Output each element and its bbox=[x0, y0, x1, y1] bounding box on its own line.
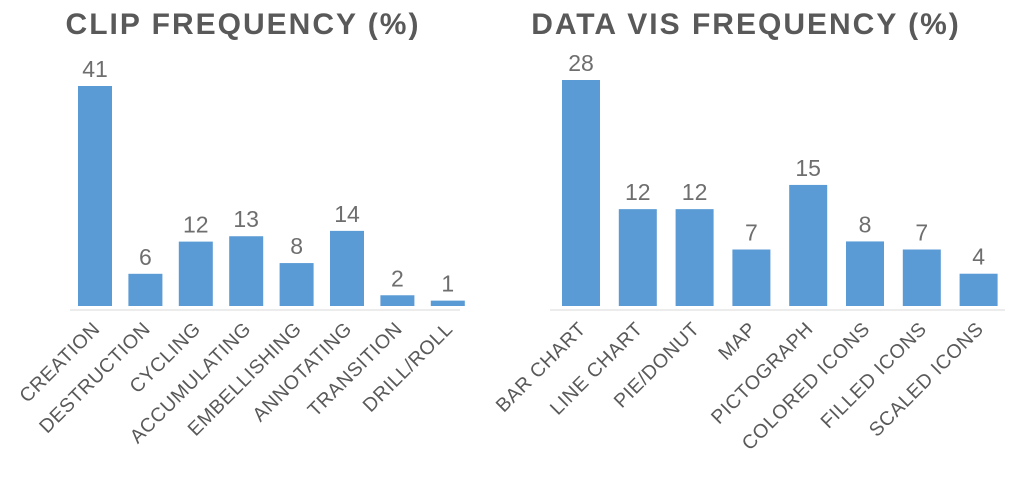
value-label: 12 bbox=[625, 179, 651, 205]
value-label: 14 bbox=[334, 201, 360, 227]
bars-group bbox=[78, 86, 465, 306]
value-label: 15 bbox=[795, 155, 821, 181]
data-vis-frequency-chart: DATA VIS FREQUENCY (%) 28 12 12 7 15 8 7 4 BAR … bbox=[492, 8, 1005, 455]
bar-bar-chart bbox=[562, 80, 600, 306]
value-label: 1 bbox=[441, 271, 454, 297]
value-label: 8 bbox=[859, 211, 872, 237]
category-label: PICTOGRAPH bbox=[707, 318, 818, 429]
value-labels-group: 41 6 12 13 8 14 2 1 bbox=[82, 56, 454, 297]
bar-map bbox=[732, 249, 771, 306]
bar-destruction bbox=[128, 273, 163, 306]
clip-frequency-chart: CLIP FREQUENCY (%) 41 6 12 13 8 14 2 1 CREATION… bbox=[15, 8, 465, 448]
value-label: 6 bbox=[139, 244, 152, 270]
bar-drill-roll bbox=[430, 300, 465, 306]
bar-cycling bbox=[178, 241, 213, 306]
bar-annotating bbox=[330, 230, 364, 306]
bar-pie-donut bbox=[675, 209, 714, 306]
value-label: 7 bbox=[745, 220, 758, 246]
value-label: 8 bbox=[290, 233, 303, 259]
bar-filled-icons bbox=[902, 249, 941, 306]
bar-pictograph bbox=[789, 184, 828, 306]
chart-title: DATA VIS FREQUENCY (%) bbox=[531, 8, 961, 41]
category-label: DRILL/ROLL bbox=[359, 318, 458, 417]
bar-creation bbox=[78, 86, 112, 306]
chart-title: CLIP FREQUENCY (%) bbox=[66, 8, 421, 41]
category-labels-group: CREATIONDESTRUCTIONCYCLINGACCUMULATINGEM… bbox=[15, 318, 457, 448]
category-label: MAP bbox=[714, 318, 761, 365]
value-label: 41 bbox=[82, 56, 108, 82]
value-label: 13 bbox=[233, 206, 259, 232]
value-label: 2 bbox=[391, 265, 404, 291]
value-label: 28 bbox=[568, 50, 594, 76]
value-label: 12 bbox=[682, 179, 708, 205]
value-label: 7 bbox=[915, 220, 928, 246]
value-labels-group: 28 12 12 7 15 8 7 4 bbox=[568, 50, 985, 270]
bar-scaled-icons bbox=[959, 273, 998, 306]
bar-colored-icons bbox=[846, 241, 884, 306]
value-label: 12 bbox=[183, 212, 209, 238]
bar-embellishing bbox=[279, 263, 314, 306]
bar-line-chart bbox=[618, 209, 657, 306]
value-label: 4 bbox=[972, 244, 985, 270]
bar-transition bbox=[380, 295, 415, 306]
bar-accumulating bbox=[229, 236, 264, 306]
bars-group bbox=[562, 80, 998, 306]
